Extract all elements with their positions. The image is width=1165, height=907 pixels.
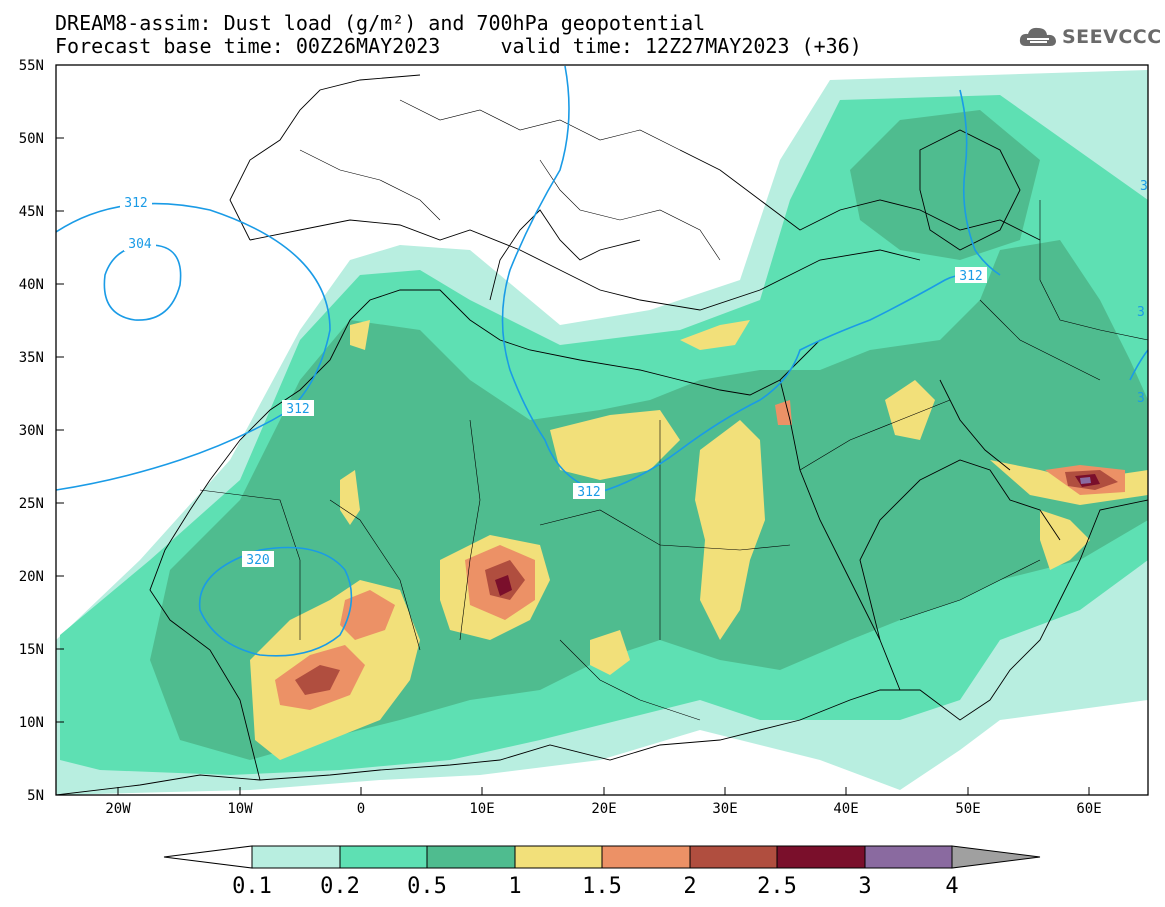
lon-label: 50E — [955, 801, 980, 817]
lat-label: 40N — [19, 277, 44, 293]
latitude-labels: 55N 50N 45N 40N 35N 30N 25N 20N 15N 10N … — [19, 58, 44, 804]
lon-label: 40E — [833, 801, 858, 817]
lon-label: 20W — [105, 801, 131, 817]
contour-labels: 312 304 312 320 312 312 3 3 3 — [120, 179, 1148, 568]
contour-320 — [198, 546, 353, 657]
lat-label: 30N — [19, 423, 44, 439]
legend-arrow-right — [951, 845, 1041, 869]
cloud-icon — [1019, 27, 1056, 46]
lat-label: 15N — [19, 642, 44, 658]
lat-label: 25N — [19, 496, 44, 512]
legend-tick: 2.5 — [757, 874, 797, 899]
dust-level-2 — [295, 665, 340, 695]
axis-ticks — [56, 137, 1090, 795]
coastlines — [56, 74, 1148, 795]
longitude-labels: 20W 10W 0 10E 20E 30E 40E 50E 60E — [105, 801, 1101, 817]
lat-label: 35N — [19, 350, 44, 366]
legend-tick: 2 — [683, 874, 696, 899]
contour-label: 312 — [286, 402, 309, 417]
legend-swatch — [426, 845, 516, 869]
color-legend — [163, 845, 1041, 869]
lat-label: 20N — [19, 569, 44, 585]
contour-312-central — [501, 65, 981, 493]
lat-label: 50N — [19, 131, 44, 147]
contour-label: 320 — [246, 553, 269, 568]
legend-tick: 0.2 — [320, 874, 360, 899]
contour-label: 312 — [124, 196, 147, 211]
chart-title: DREAM8-assim: Dust load (g/m²) and 700hP… — [55, 11, 706, 35]
legend-swatch — [339, 845, 428, 869]
contour-label-edge: 3 — [1137, 305, 1145, 320]
legend-tick: 0.1 — [232, 874, 272, 899]
country-borders — [199, 99, 1148, 721]
contour-312-west — [56, 202, 331, 491]
legend-swatch — [776, 845, 866, 869]
lat-label: 10N — [19, 715, 44, 731]
chart-subtitle: Forecast base time: 00Z26MAY2023 valid t… — [55, 34, 862, 58]
contour-label: 304 — [128, 237, 152, 252]
legend-swatch — [689, 845, 778, 869]
lat-label: 5N — [27, 788, 44, 804]
legend-tick: 3 — [858, 874, 871, 899]
lon-label: 60E — [1076, 801, 1101, 817]
lon-label: 30E — [712, 801, 737, 817]
lon-label: 10E — [469, 801, 494, 817]
dust-level-2.5 — [495, 575, 512, 596]
contour-label-edge: 3 — [1140, 179, 1148, 194]
legend-tick: 1 — [508, 874, 521, 899]
legend-tick: 4 — [945, 874, 958, 899]
lon-label: 20E — [591, 801, 616, 817]
contour-label: 312 — [577, 485, 600, 500]
seevccc-logo: SEEVCCC — [1018, 24, 1162, 50]
contour-304 — [103, 244, 182, 321]
contour-312-east — [959, 89, 1001, 276]
contour-label: 312 — [959, 269, 982, 284]
legend-tick: 0.5 — [407, 874, 447, 899]
legend-swatch — [601, 845, 691, 869]
legend-swatch — [864, 845, 953, 869]
logo-text: SEEVCCC — [1062, 26, 1162, 48]
lon-label: 0 — [357, 801, 365, 817]
geopotential-contours — [56, 65, 1148, 657]
legend-tick: 1.5 — [582, 874, 622, 899]
lon-label: 10W — [227, 801, 253, 817]
legend-swatch — [251, 845, 341, 869]
contour-label-edge: 3 — [1137, 391, 1145, 406]
legend-arrow-left — [163, 845, 253, 869]
lat-label: 45N — [19, 204, 44, 220]
lat-label: 55N — [19, 58, 44, 74]
legend-swatch — [514, 845, 603, 869]
dust-field — [56, 70, 1148, 795]
legend-ticks: 0.1 0.2 0.5 1 1.5 2 2.5 3 4 — [232, 874, 959, 899]
dust-level-3 — [1080, 477, 1091, 484]
